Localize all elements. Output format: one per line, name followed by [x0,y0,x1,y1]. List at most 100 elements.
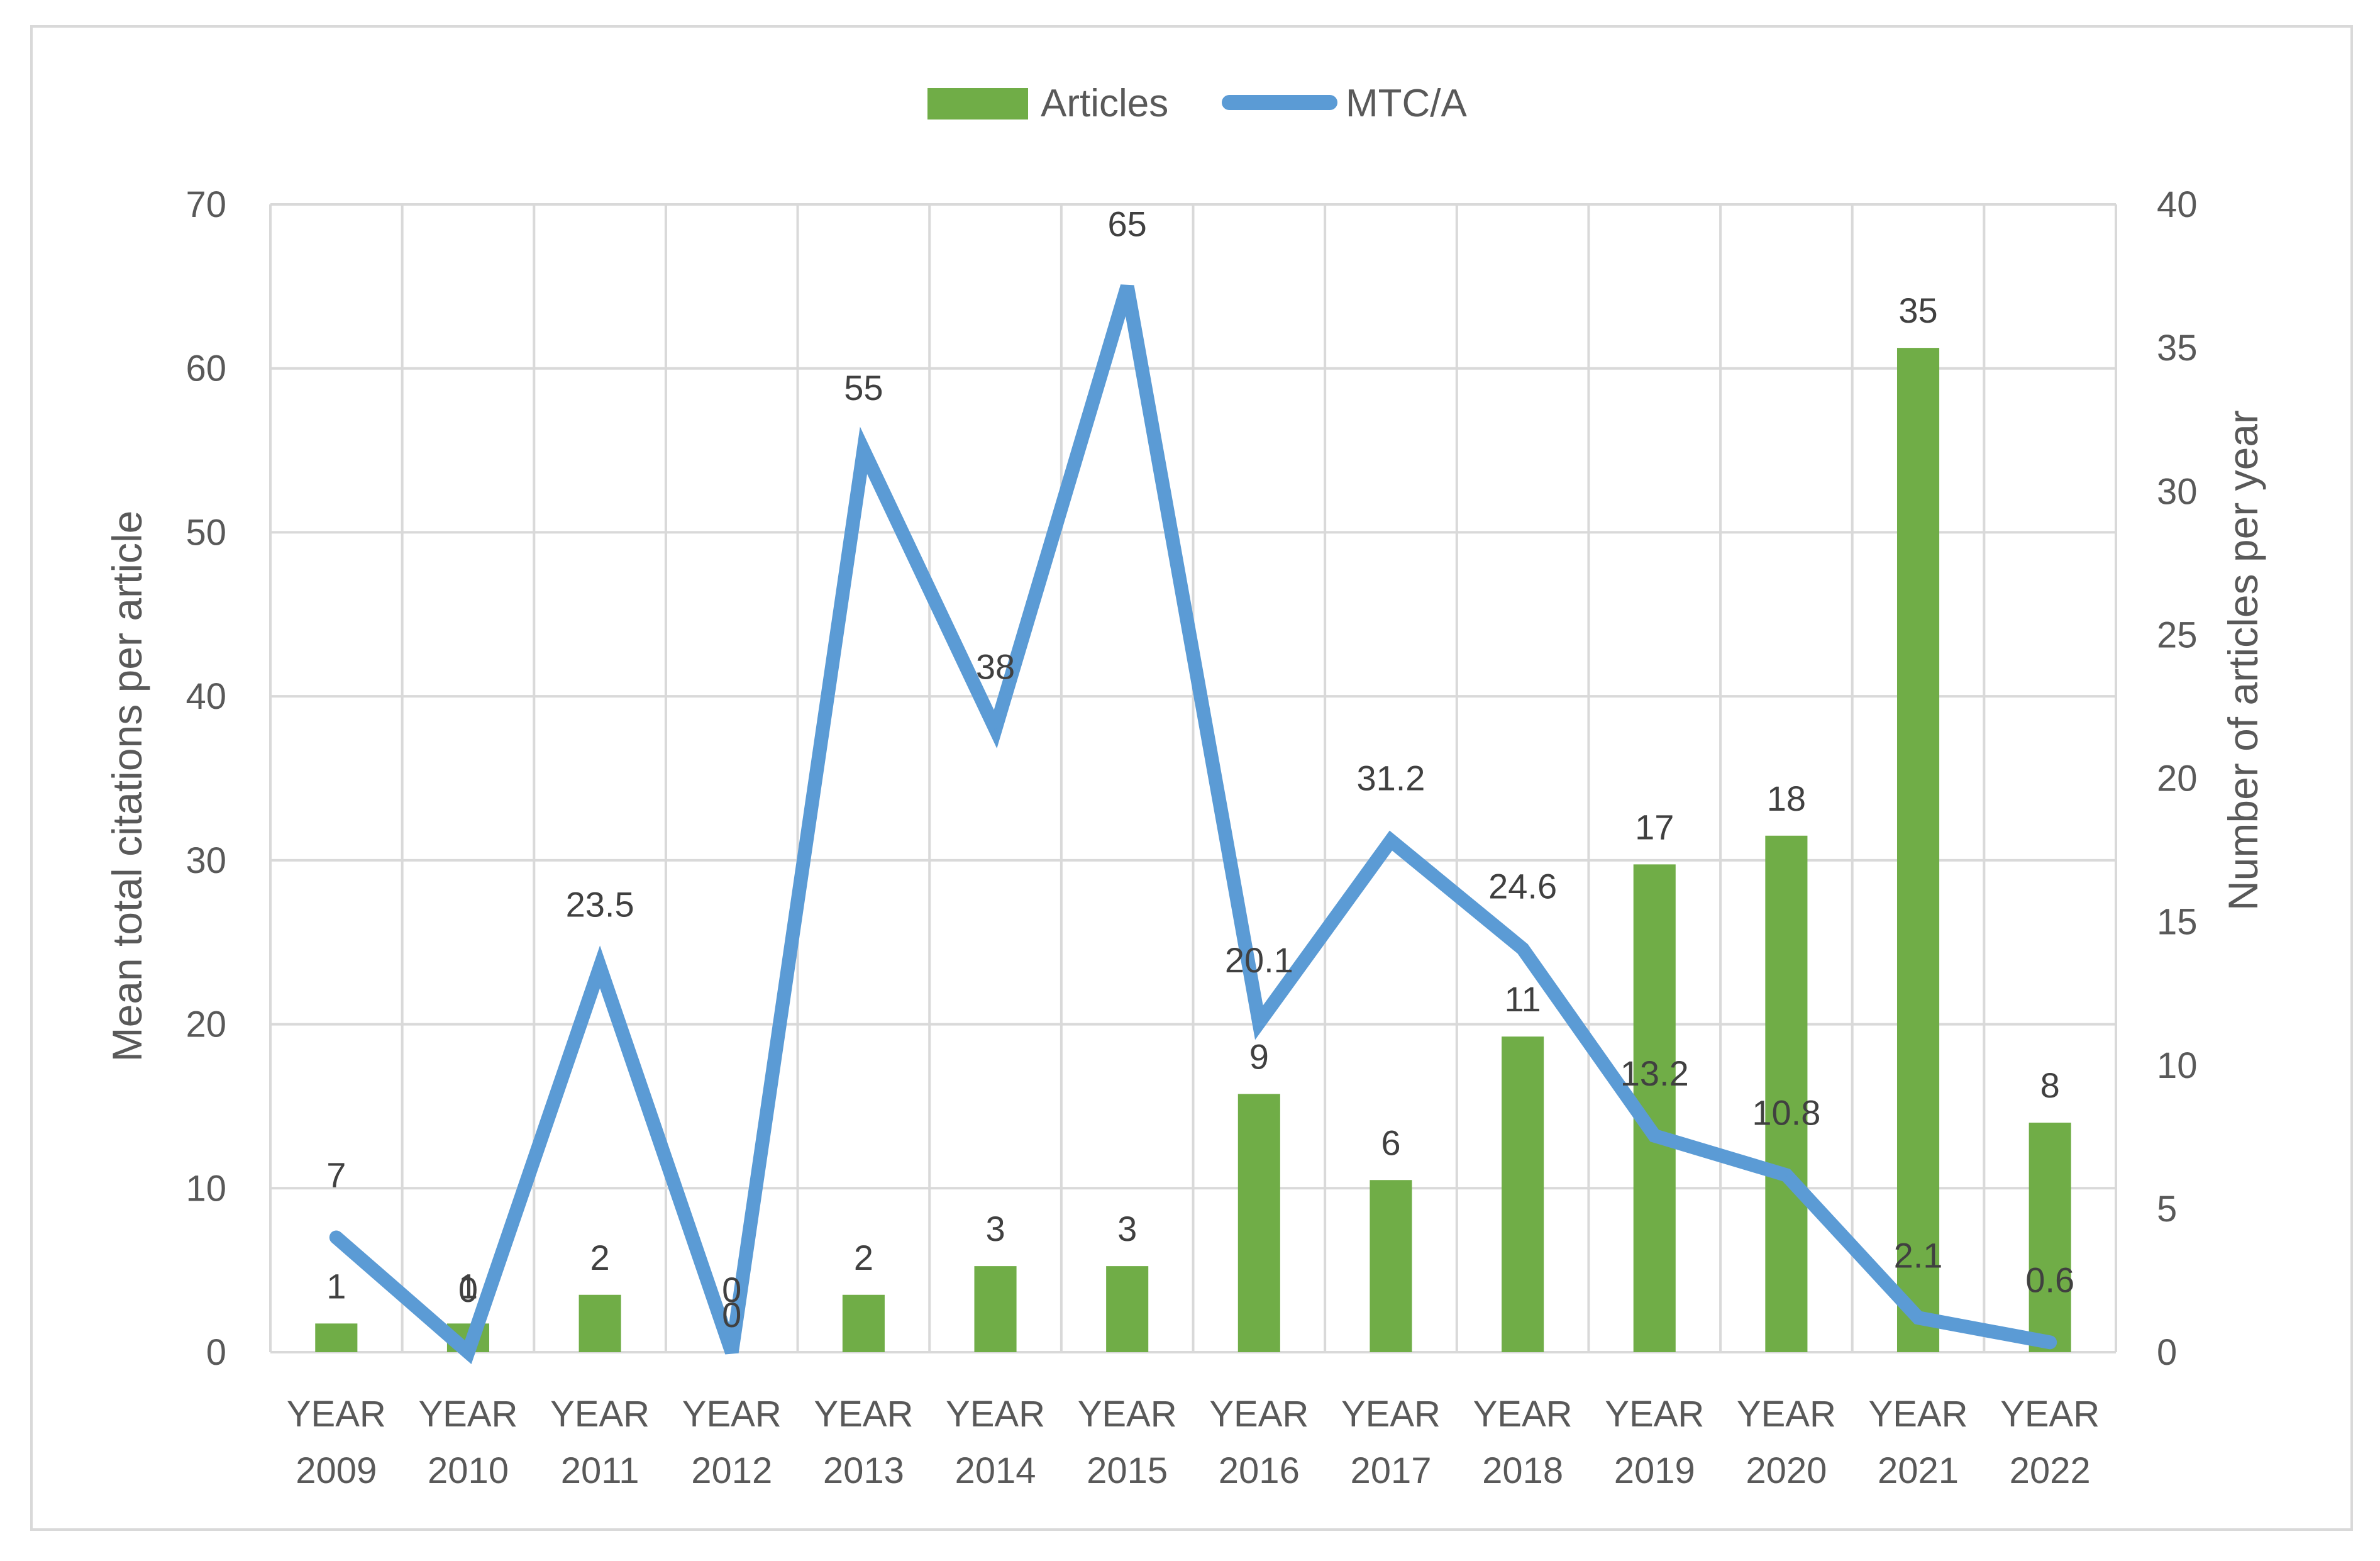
x-tick-year-2022: YEAR [2000,1394,2100,1435]
mtc-label-2013: 55 [844,368,883,408]
bar-label-2020: 18 [1767,779,1806,818]
bar-2016 [1237,1094,1280,1352]
left-tick-20: 20 [185,1004,226,1045]
left-axis-ticks: 0 10 20 30 40 50 60 70 [185,184,226,1373]
bar-2018 [1502,1036,1544,1352]
mtc-label-2015: 65 [1108,204,1147,243]
mtc-point-2021 [1917,1316,1920,1319]
mtc-point-2015 [1126,285,1129,288]
x-axis-ticks: YEAR 2009 YEAR 2010 YEAR 2011 YEAR 2012 YEAR 2013… [287,1394,2100,1491]
mtc-point-2014 [994,728,997,731]
right-axis-ticks: 0 5 10 15 20 25 30 35 40 [2157,184,2198,1373]
bar-label-2014: 3 [985,1209,1005,1248]
legend-articles-swatch [927,88,1028,119]
mtc-label-2019: 13.2 [1620,1053,1689,1093]
x-tick-year-2013: YEAR [814,1394,913,1435]
x-tick-2014: 2014 [955,1450,1036,1491]
bar-2015 [1106,1266,1149,1352]
left-tick-0: 0 [206,1332,226,1373]
mtc-label-2016: 20.1 [1225,940,1293,980]
bar-label-2017: 6 [1381,1123,1400,1162]
bar-label-2018: 11 [1505,979,1541,1019]
bar-label-2021: 35 [1898,291,1937,330]
mtc-point-2013 [862,449,865,452]
mtc-point-2019 [1653,1134,1656,1137]
bar-label-2022: 8 [2040,1065,2060,1105]
bar-2014 [974,1266,1017,1352]
x-tick-2010: 2010 [428,1450,509,1491]
mtc-label-2020: 10.8 [1752,1092,1820,1132]
bar-label-2009: 1 [326,1266,346,1306]
bar-label-2011: 2 [590,1238,610,1277]
x-tick-year-2011: YEAR [550,1394,650,1435]
left-tick-40: 40 [185,676,226,717]
right-tick-35: 35 [2157,328,2198,369]
mtc-label-2018: 24.6 [1488,867,1557,906]
chart-border [30,25,2353,1531]
bar-2011 [578,1294,621,1352]
mtc-point-2016 [1258,1021,1261,1024]
mtc-point-2012 [730,1351,733,1353]
mtc-series-line [329,284,2057,1365]
x-tick-2021: 2021 [1878,1450,1959,1491]
bar-label-2013: 2 [854,1238,873,1277]
right-axis-title: Number of articles per year [2220,410,2266,911]
x-tick-year-2021: YEAR [1869,1394,1968,1435]
x-tick-year-2017: YEAR [1341,1394,1441,1435]
mtc-label-2021: 2.1 [1894,1235,1943,1275]
mtc-point-2020 [1785,1174,1788,1177]
x-tick-2020: 2020 [1746,1450,1827,1491]
x-tick-year-2012: YEAR [682,1394,782,1435]
mtc-point-2009 [335,1236,338,1239]
x-tick-year-2010: YEAR [418,1394,518,1435]
x-tick-year-2014: YEAR [946,1394,1045,1435]
bar-2021 [1896,348,1940,1352]
x-tick-year-2009: YEAR [287,1394,386,1435]
left-tick-70: 70 [185,184,226,225]
x-tick-2019: 2019 [1614,1450,1695,1491]
bar-label-2012: 0 [722,1295,741,1335]
x-tick-2009: 2009 [296,1450,377,1491]
x-tick-year-2016: YEAR [1209,1394,1309,1435]
bar-label-2010: 1 [458,1266,478,1306]
bar-2013 [842,1294,885,1352]
mtc-point-2018 [1521,947,1524,950]
mtc-line [329,284,2057,1365]
x-tick-2013: 2013 [823,1450,904,1491]
legend-articles-label: Articles [1041,82,1168,125]
x-tick-year-2020: YEAR [1737,1394,1836,1435]
bar-label-2019: 17 [1635,807,1674,847]
bar-2020 [1765,835,1808,1352]
x-tick-2016: 2016 [1219,1450,1300,1491]
left-tick-30: 30 [185,840,226,881]
x-tick-2022: 2022 [2010,1450,2091,1491]
mtc-point-2010 [467,1351,470,1353]
x-tick-2015: 2015 [1087,1450,1168,1491]
right-tick-25: 25 [2157,614,2198,655]
x-tick-2012: 2012 [691,1450,772,1491]
bar-2009 [315,1323,358,1352]
right-tick-15: 15 [2157,902,2198,943]
x-tick-year-2018: YEAR [1473,1394,1573,1435]
left-tick-50: 50 [185,512,226,553]
left-tick-10: 10 [185,1168,226,1209]
mtc-label-2009: 7 [326,1155,346,1195]
legend: Articles MTC/A [927,82,1468,125]
x-tick-2018: 2018 [1482,1450,1563,1491]
bar-label-2016: 9 [1249,1036,1269,1076]
left-axis-title: Mean total citations per article [104,511,150,1062]
right-tick-0: 0 [2157,1332,2177,1373]
mtc-point-2017 [1389,839,1392,842]
mtc-label-2022: 0.6 [2025,1260,2074,1299]
x-tick-2017: 2017 [1350,1450,1431,1491]
legend-mtc-label: MTC/A [1346,82,1468,125]
x-tick-year-2019: YEAR [1605,1394,1704,1435]
right-tick-30: 30 [2157,471,2198,512]
right-tick-5: 5 [2157,1189,2177,1230]
mtc-label-2011: 23.5 [566,884,634,924]
left-tick-60: 60 [185,348,226,389]
